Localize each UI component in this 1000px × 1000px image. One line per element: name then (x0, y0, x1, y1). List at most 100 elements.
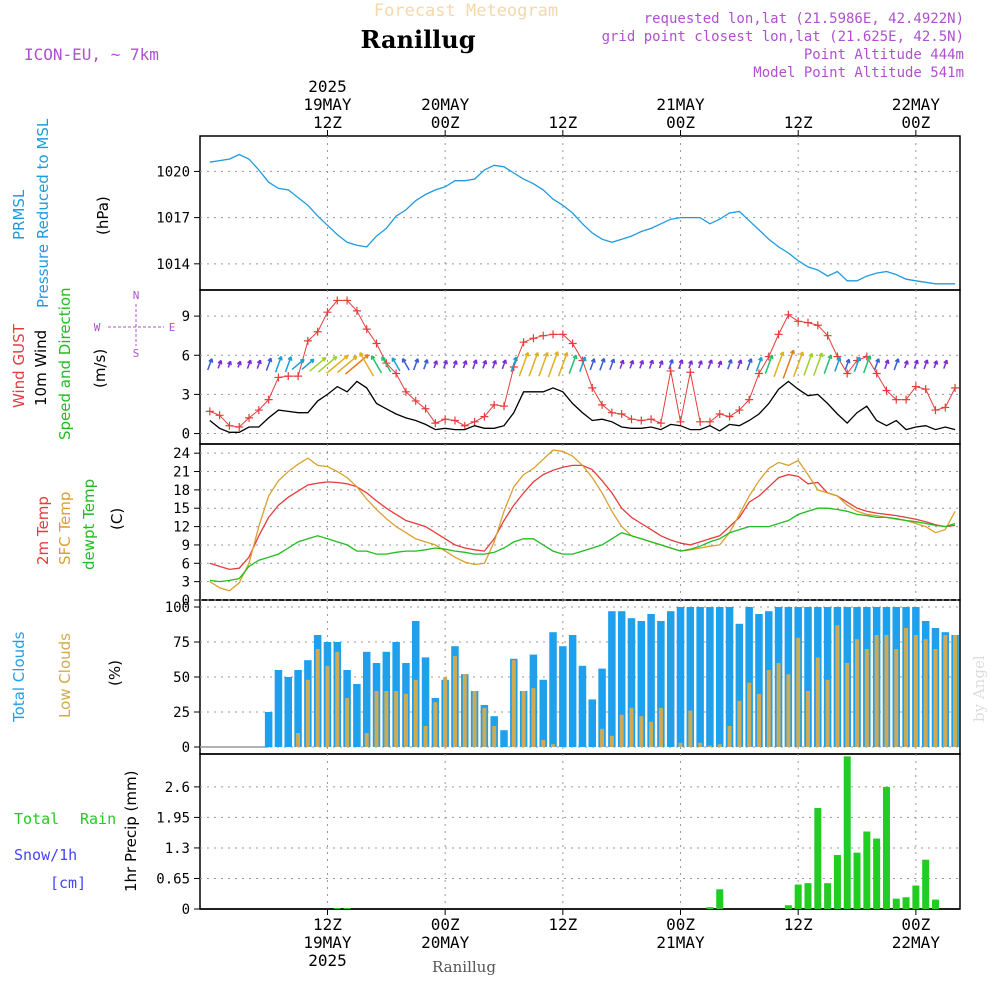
wind-arrowhead (923, 359, 929, 364)
wind-gust-point (235, 423, 244, 432)
rain-bar (882, 786, 890, 909)
total-cloud-bar (362, 651, 371, 747)
wind-gust-point (813, 321, 822, 330)
time-label-top: 00Z (901, 113, 930, 132)
wind-direction-arrow (207, 358, 213, 371)
time-label-bottom: 21MAY (656, 933, 705, 952)
wind-gust-point (872, 369, 881, 378)
temp-labels: 2m Temp SFC Temp dewpt Temp (C) (34, 479, 126, 570)
snow-label: Snow/1h (14, 846, 77, 864)
wind-direction-arrow (579, 356, 586, 372)
wind-direction-arrow (862, 355, 871, 374)
rain-bar (912, 885, 920, 909)
total-cloud-bar (353, 684, 361, 747)
time-label-bottom: 12Z (313, 915, 342, 934)
ms-label: (m/s) (91, 349, 109, 388)
total-cloud-bar (823, 607, 832, 747)
wind-arrowhead (600, 357, 606, 363)
wind-gust-point (637, 416, 646, 425)
low-cloud-bar (345, 698, 350, 747)
wind-gust-point (245, 413, 254, 422)
wind-arrowhead (462, 360, 468, 365)
wind-direction-arrow (344, 354, 369, 375)
wind-gust-point (647, 415, 656, 424)
cloud-labels: Total Clouds Low Clouds (%) (10, 631, 124, 723)
low-cloud-bar (943, 635, 948, 747)
wind-gust-point (421, 404, 430, 413)
low-cloud-bar (296, 733, 301, 747)
wind-10m-label: 10m Wind (32, 330, 50, 406)
wind-direction-arrow (764, 354, 773, 374)
total-cloud-bar (696, 607, 704, 747)
sfc-temp-line (209, 449, 956, 592)
wind-arrowhead (590, 358, 596, 363)
pressure-labels: PRMSL Pressure Reduced to MSL (hPa) (10, 118, 112, 308)
wind-gust-point (294, 372, 303, 381)
compass-s: S (133, 347, 140, 360)
pressure-series (209, 153, 956, 285)
wind-arrowhead (492, 359, 497, 365)
wind-direction-arrow (884, 359, 889, 370)
rain-bar (863, 831, 871, 909)
total-cloud-bar (637, 621, 646, 747)
low-cloud-bar (737, 700, 742, 747)
wind-arrowhead (256, 359, 262, 365)
wind-gust-point (549, 330, 558, 339)
low-cloud-bar (835, 625, 840, 747)
wind-arrowhead (903, 360, 909, 365)
wind-gust-point (627, 415, 636, 424)
total-cloud-bar (500, 730, 508, 747)
low-cloud-bar (609, 735, 614, 747)
celsius-label: (C) (108, 508, 126, 530)
wind-gust-point (607, 408, 616, 417)
wind-arrowhead (943, 359, 949, 365)
y-tick-label: 1014 (156, 257, 190, 273)
wind-gust-point (411, 396, 420, 405)
wind-direction-arrow (668, 359, 674, 370)
low-cloud-bar (374, 691, 379, 747)
cloud-series (200, 607, 959, 748)
wind-direction-arrow (746, 358, 752, 371)
wind-direction-arrow (755, 357, 763, 372)
wind-gust-point (450, 416, 459, 425)
wind-arrowhead (321, 356, 327, 362)
wind-arrowhead (727, 359, 733, 364)
y-tick-label: 0 (182, 427, 190, 443)
footer-location: Ranillug (432, 958, 496, 976)
wind-arrowhead (512, 356, 518, 362)
wind-direction-arrow (873, 358, 880, 371)
temp-panel-frame (199, 443, 961, 601)
wind-direction-arrow (309, 357, 327, 372)
wind-arrowhead (472, 359, 478, 364)
precip-mm-label: 1hr Precip (mm) (122, 771, 140, 892)
total-cloud-bar (706, 607, 714, 747)
wind-arrowhead (381, 356, 386, 361)
wind-direction-arrow (274, 356, 283, 373)
temp-series (209, 449, 956, 592)
wind-gust-point (500, 402, 508, 411)
wind-arrowhead (827, 354, 833, 360)
low-cloud-bar (756, 693, 761, 747)
low-cloud-bar (825, 679, 830, 747)
total-cloud-bar (666, 611, 675, 747)
wind-arrowhead (423, 359, 429, 364)
compass-w: W (94, 321, 101, 334)
dewpt-temp-label: dewpt Temp (80, 479, 98, 570)
low-cloud-bar (953, 635, 958, 747)
pressure-line (209, 153, 956, 285)
time-label-bottom: 00Z (666, 915, 695, 934)
wind-arrowhead (359, 352, 364, 357)
low-cloud-bar (472, 691, 477, 747)
low-cloud-bar (325, 665, 330, 747)
wind-gust-point (343, 296, 352, 305)
low-cloud-bar (452, 656, 457, 747)
wind-direction-arrow (609, 358, 615, 371)
wind-direction-arrow (834, 357, 841, 372)
temp-2m-label: 2m Temp (34, 496, 52, 565)
low-cloud-bar (639, 716, 644, 747)
snow-unit-label: [cm] (50, 874, 86, 892)
wind-gust-point (539, 331, 548, 340)
time-label-bottom: 22MAY (892, 933, 941, 952)
wind-gust-point (441, 415, 450, 424)
total-cloud-bar (549, 632, 557, 747)
